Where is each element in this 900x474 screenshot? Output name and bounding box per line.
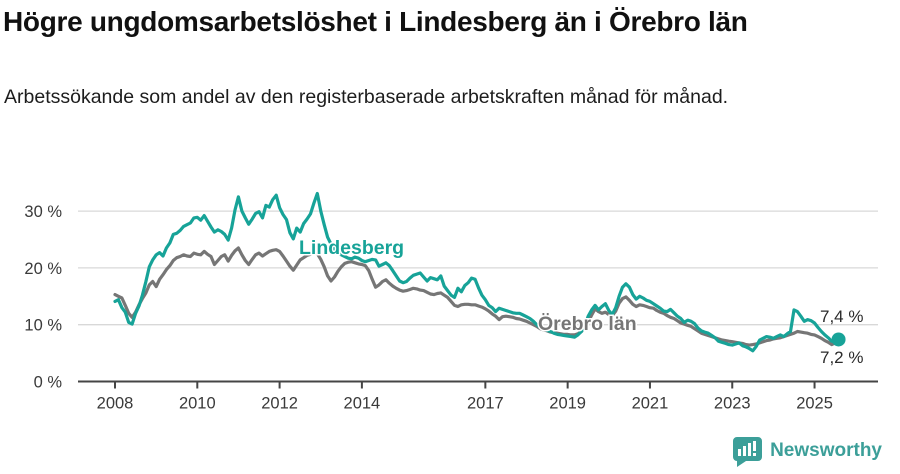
- x-tick-label: 2021: [632, 395, 669, 413]
- y-tick-label: 0 %: [34, 374, 63, 392]
- x-tick-label: 2014: [344, 395, 381, 413]
- brand-name: Newsworthy: [770, 440, 882, 461]
- x-tick-label: 2010: [179, 395, 216, 413]
- x-tick-label: 2019: [549, 395, 586, 413]
- series-label: Örebro län: [538, 312, 637, 335]
- page-title: Högre ungdomsarbetslöshet i Lindesberg ä…: [3, 6, 748, 37]
- y-tick-label: 10 %: [24, 317, 62, 335]
- y-tick-label: 30 %: [24, 203, 62, 221]
- footer-branding: Newsworthy: [732, 434, 882, 468]
- series-label: Lindesberg: [299, 237, 404, 259]
- x-tick-label: 2012: [261, 395, 298, 413]
- series-line-1: [113, 191, 841, 353]
- x-tick-label: 2017: [467, 395, 504, 413]
- series-line-0: [113, 246, 841, 347]
- series-end-value-label: 7,4 %: [820, 307, 863, 326]
- x-tick-label: 2023: [714, 395, 751, 413]
- page-subtitle: Arbetssökande som andel av den registerb…: [4, 86, 729, 108]
- x-tick-label: 2025: [796, 395, 833, 413]
- y-tick-label: 20 %: [24, 260, 62, 278]
- series-end-value-label: 7,2 %: [820, 348, 863, 367]
- newsworthy-logo-icon: [733, 436, 763, 467]
- x-tick-label: 2008: [97, 395, 134, 413]
- series-end-dot: [831, 332, 846, 347]
